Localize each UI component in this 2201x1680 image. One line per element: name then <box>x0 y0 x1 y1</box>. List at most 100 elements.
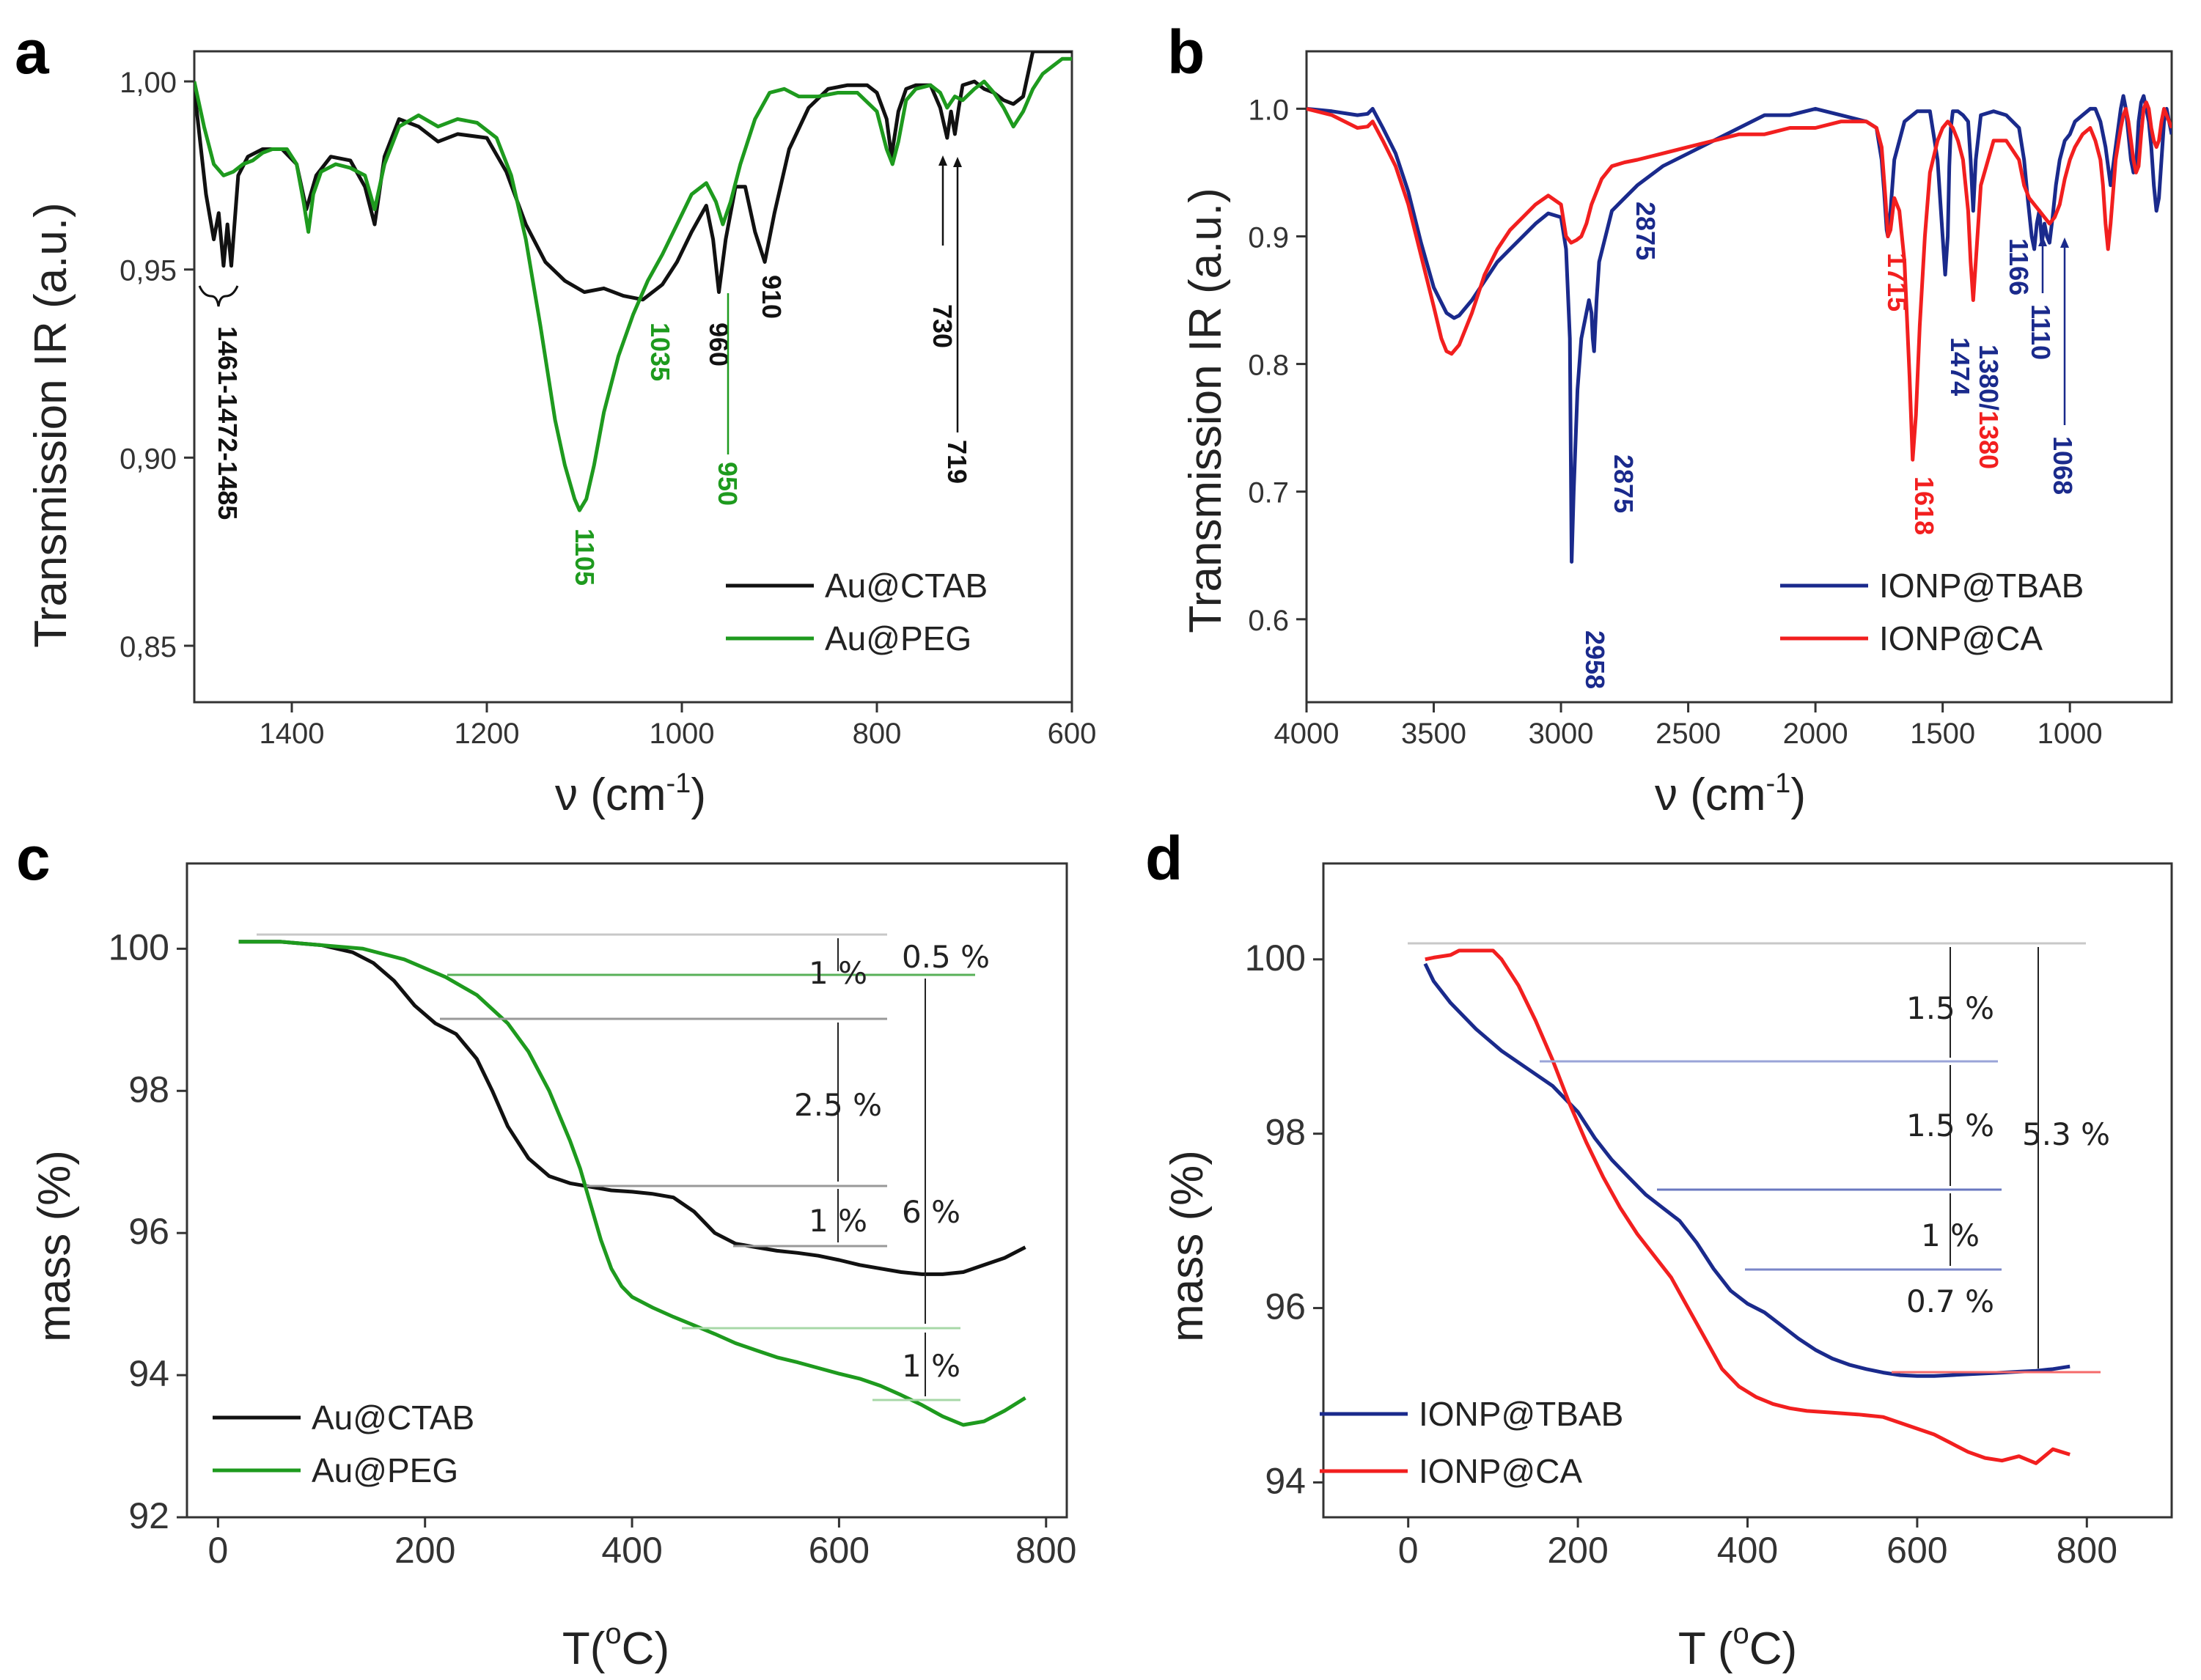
y-tick-label: 100 <box>1245 937 1306 979</box>
step-label-d1: 1.5 % <box>1906 990 1994 1026</box>
ylabel-b: Transmission IR (a.u.) <box>1180 188 1231 633</box>
annotations-a: 1461-1472-1485 1105 1035 960 950 910 730… <box>198 155 972 586</box>
plot-frame-c <box>185 862 1068 1519</box>
panel-label-a: a <box>15 18 50 86</box>
legend-label-1: Au@CTAB <box>312 1399 474 1437</box>
annotations-b: 2958 2875 2875 1715 1618 1474 1380/1380 … <box>1580 202 2078 689</box>
xlabel-b: ν (cm-1) <box>1655 768 1806 820</box>
series-line-ionp-tbab <box>1307 94 2172 564</box>
x-tick-label: 800 <box>853 718 902 750</box>
legend-label-1: IONP@TBAB <box>1879 567 2084 605</box>
ylabel-a: Transmission IR (a.u.) <box>26 202 76 648</box>
series-line-ionp-tbab <box>1423 962 2070 1378</box>
series-line-au-ctab <box>238 940 1026 1276</box>
xlabel-c: T(oC) <box>562 1618 669 1674</box>
step-label-c5: 6 % <box>902 1194 960 1230</box>
step-label-c3: 2.5 % <box>794 1087 882 1123</box>
series-line-ionp-ca <box>1307 100 2172 462</box>
y-tick-label: 1,00 <box>120 67 177 99</box>
legend-label-2: IONP@CA <box>1419 1452 1582 1490</box>
peak-label-2875-low: 2875 <box>1609 454 1639 513</box>
x-tick-label: 1000 <box>650 718 715 750</box>
y-tick-label: 0.9 <box>1248 221 1289 254</box>
y-tick-label: 0.8 <box>1248 350 1289 382</box>
step-label-c4: 1 % <box>809 1203 867 1239</box>
y-tick-label: 96 <box>128 1211 169 1252</box>
y-tick-label: 0,90 <box>120 443 177 475</box>
x-tick-label: 1500 <box>1910 718 1975 750</box>
peak-label-960: 960 <box>704 323 734 366</box>
peak-label-730: 730 <box>927 304 958 348</box>
chart-panel-d: 0 200 400 600 800 100 98 96 94 IONP@TBAB IONP@CA <box>1245 862 2173 1571</box>
chart-panel-c: 0 200 400 600 800 100 98 96 94 92 Au@CTAB Au@PEG <box>109 862 1076 1571</box>
x-tick-label: 600 <box>1886 1530 1947 1571</box>
panel-label-b: b <box>1167 18 1205 86</box>
step-label-d3: 1 % <box>1921 1217 1980 1253</box>
peak-label-2958: 2958 <box>1580 630 1610 689</box>
peak-label-2875-high: 2875 <box>1631 202 1661 260</box>
y-tick-label: 94 <box>128 1353 169 1394</box>
x-tick-label: 600 <box>809 1530 870 1571</box>
series-line-au-peg <box>238 940 1026 1427</box>
annotations-d: 1.5 % 1.5 % 1 % 0.7 % 5.3 % <box>1408 942 2110 1374</box>
x-tick-label: 3000 <box>1529 718 1594 750</box>
peak-label-1474: 1474 <box>1945 337 1975 396</box>
x-tick-label: 400 <box>601 1530 662 1571</box>
peak-label-1035: 1035 <box>645 323 675 381</box>
x-tick-label: 3500 <box>1401 718 1466 750</box>
peak-label-1105: 1105 <box>570 528 600 586</box>
peak-label-719: 719 <box>942 440 972 484</box>
x-tick-label: 0 <box>1398 1530 1419 1571</box>
peak-label-1110: 1110 <box>2026 304 2056 360</box>
arrowhead-719 <box>953 157 962 167</box>
legend-label-1: Au@CTAB <box>825 567 988 605</box>
legend-label-1: IONP@TBAB <box>1419 1395 1623 1433</box>
y-tick-label: 0,95 <box>120 255 177 287</box>
xlabel-a: ν (cm-1) <box>555 768 706 820</box>
annotations-c: 0.5 % 1 % 2.5 % 1 % 6 % 1 % <box>257 933 990 1401</box>
y-tick-label: 92 <box>128 1495 169 1536</box>
series-line-au-peg <box>194 56 1072 512</box>
y-tick-label: 96 <box>1265 1286 1306 1327</box>
peak-label-1461: 1461-1472-1485 <box>213 326 243 520</box>
arrowhead-1110 <box>2038 236 2047 246</box>
peak-label-1715: 1715 <box>1882 253 1912 312</box>
y-tick-label: 0.7 <box>1248 477 1289 509</box>
arrowhead-1068 <box>2060 237 2069 248</box>
y-tick-label: 98 <box>128 1069 169 1110</box>
step-label-c1: 0.5 % <box>902 939 990 975</box>
step-label-d2: 1.5 % <box>1906 1108 1994 1143</box>
y-tick-label: 1.0 <box>1248 94 1289 126</box>
y-tick-label: 100 <box>109 926 169 968</box>
x-tick-label: 1200 <box>455 718 520 750</box>
arrowhead-730 <box>938 155 947 166</box>
peak-label-1380: 1380/1380 <box>1974 345 2004 469</box>
peak-label-950: 950 <box>713 462 743 506</box>
peak-label-910: 910 <box>757 275 787 319</box>
panel-label-c: c <box>16 824 51 893</box>
plot-frame-b <box>1305 50 2173 704</box>
ylabel-c: mass (%) <box>29 1150 80 1342</box>
peak-label-1618: 1618 <box>1909 476 1939 535</box>
legend-label-2: IONP@CA <box>1879 619 2043 657</box>
x-tick-label: 1000 <box>2038 718 2103 750</box>
bracket-1461 <box>198 285 239 307</box>
y-tick-label: 0,85 <box>120 631 177 663</box>
x-tick-label: 400 <box>1717 1530 1778 1571</box>
x-tick-label: 2000 <box>1783 718 1848 750</box>
x-tick-label: 1400 <box>260 718 325 750</box>
x-tick-label: 2500 <box>1656 718 1721 750</box>
legend-label-2: Au@PEG <box>825 619 971 657</box>
peak-label-1068: 1068 <box>2048 436 2078 495</box>
x-tick-label: 200 <box>394 1530 455 1571</box>
step-label-c6: 1 % <box>902 1348 960 1384</box>
x-tick-label: 600 <box>1048 718 1097 750</box>
x-tick-label: 200 <box>1547 1530 1608 1571</box>
plot-frame-a <box>193 50 1073 704</box>
step-label-d5: 5.3 % <box>2022 1116 2110 1152</box>
x-tick-label: 800 <box>2057 1530 2117 1571</box>
x-tick-label: 800 <box>1015 1530 1076 1571</box>
chart-panel-b: 4000 3500 3000 2500 2000 1500 1000 1.0 0.9 0.8 0.7… <box>1248 50 2173 750</box>
step-label-c2: 1 % <box>809 955 867 991</box>
